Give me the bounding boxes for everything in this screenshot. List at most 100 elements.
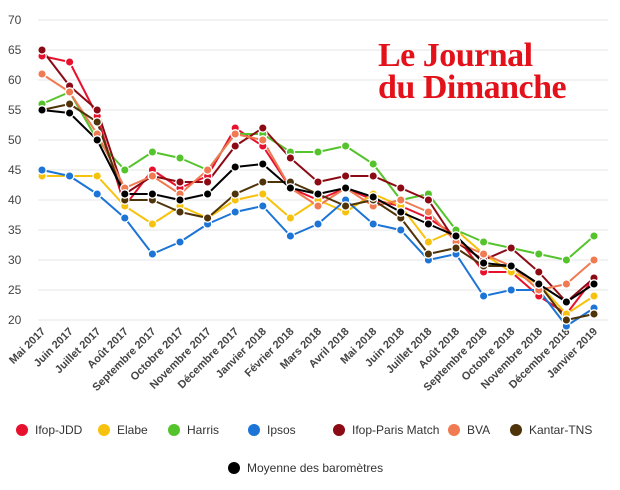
- data-point: [147, 171, 158, 181]
- grid: [38, 19, 608, 321]
- legend-item-ifop-jdd: Ifop-JDD: [16, 423, 83, 437]
- data-point: [175, 237, 185, 247]
- y-tick-label: 20: [8, 313, 22, 327]
- data-point: [202, 213, 213, 223]
- data-point: [561, 255, 572, 265]
- y-axis: 20 25 30 35 40 45 50 55 60 65 70: [8, 13, 22, 327]
- data-point: [230, 129, 241, 139]
- y-tick-label: 65: [8, 43, 22, 57]
- data-point: [478, 258, 489, 268]
- data-point: [37, 69, 47, 79]
- legend-swatch: [448, 424, 460, 436]
- data-point: [230, 207, 241, 217]
- data-point: [119, 189, 130, 199]
- data-point: [285, 153, 296, 163]
- data-point: [589, 255, 599, 265]
- data-point: [340, 141, 351, 151]
- data-point: [92, 135, 103, 145]
- legend-item-harris: Harris: [168, 423, 219, 437]
- data-point: [561, 315, 572, 325]
- legend-label: Ifop-JDD: [35, 423, 83, 437]
- data-point: [423, 195, 434, 205]
- y-tick-label: 50: [8, 133, 22, 147]
- data-point: [92, 189, 103, 199]
- legend-label: Elabe: [117, 423, 148, 437]
- data-point: [395, 207, 406, 217]
- legend-swatch: [228, 462, 240, 474]
- data-point: [175, 195, 185, 205]
- data-point: [589, 291, 599, 301]
- data-point: [64, 171, 75, 181]
- legend-label: Kantar-TNS: [529, 423, 592, 437]
- data-point: [506, 285, 517, 295]
- data-point: [92, 105, 103, 115]
- data-point: [37, 105, 47, 115]
- data-point: [147, 249, 158, 259]
- data-point: [533, 267, 544, 277]
- data-point: [561, 297, 572, 307]
- data-point: [506, 261, 517, 271]
- legend-swatch: [510, 424, 522, 436]
- legend-swatch: [16, 424, 28, 436]
- data-point: [257, 177, 268, 187]
- data-point: [313, 147, 323, 157]
- data-point: [478, 237, 489, 247]
- data-point: [202, 177, 213, 187]
- legend-swatch: [168, 424, 180, 436]
- legend: Ifop-JDD Elabe Harris Ipsos Ifop-Paris Match…: [16, 423, 592, 475]
- legend-item-ifop-paris-match: Ifop-Paris Match: [333, 423, 439, 437]
- data-point: [589, 231, 599, 241]
- data-point: [533, 279, 544, 289]
- data-point: [368, 219, 379, 229]
- data-point: [533, 249, 544, 259]
- data-point: [451, 243, 461, 253]
- data-point: [368, 159, 379, 169]
- data-point: [202, 165, 213, 175]
- data-point: [257, 135, 268, 145]
- legend-label: BVA: [467, 423, 490, 437]
- data-point: [37, 45, 47, 55]
- y-tick-label: 45: [8, 163, 22, 177]
- data-point: [230, 141, 241, 151]
- data-point: [478, 291, 489, 301]
- data-point: [202, 189, 213, 199]
- data-point: [147, 147, 158, 157]
- data-point: [119, 213, 130, 223]
- legend-swatch: [248, 424, 260, 436]
- data-point: [147, 189, 158, 199]
- y-tick-label: 25: [8, 283, 22, 297]
- data-point: [64, 57, 75, 67]
- legend-label: Ipsos: [267, 423, 296, 437]
- data-point: [589, 279, 599, 289]
- data-point: [257, 201, 268, 211]
- data-point: [257, 123, 268, 133]
- y-tick-label: 35: [8, 223, 22, 237]
- data-point: [257, 159, 268, 169]
- data-point: [285, 231, 296, 241]
- legend-label: Ifop-Paris Match: [352, 423, 439, 437]
- data-point: [368, 171, 379, 181]
- series-points: [37, 45, 599, 331]
- data-point: [257, 189, 268, 199]
- data-point: [92, 171, 103, 181]
- y-tick-label: 55: [8, 103, 22, 117]
- legend-swatch: [98, 424, 110, 436]
- data-point: [423, 219, 434, 229]
- data-point: [64, 87, 75, 97]
- data-point: [423, 237, 434, 247]
- legend-swatch: [333, 424, 345, 436]
- y-tick-label: 40: [8, 193, 22, 207]
- series-points-moyenne-des-barometres: [37, 105, 599, 307]
- data-point: [451, 231, 461, 241]
- data-point: [313, 219, 323, 229]
- data-point: [395, 195, 406, 205]
- legend-item-bva: BVA: [448, 423, 490, 437]
- data-point: [313, 177, 323, 187]
- data-point: [230, 189, 241, 199]
- data-point: [119, 165, 130, 175]
- data-point: [561, 279, 572, 289]
- data-point: [64, 99, 75, 109]
- legend-item-kantar-tns: Kantar-TNS: [510, 423, 592, 437]
- data-point: [175, 177, 185, 187]
